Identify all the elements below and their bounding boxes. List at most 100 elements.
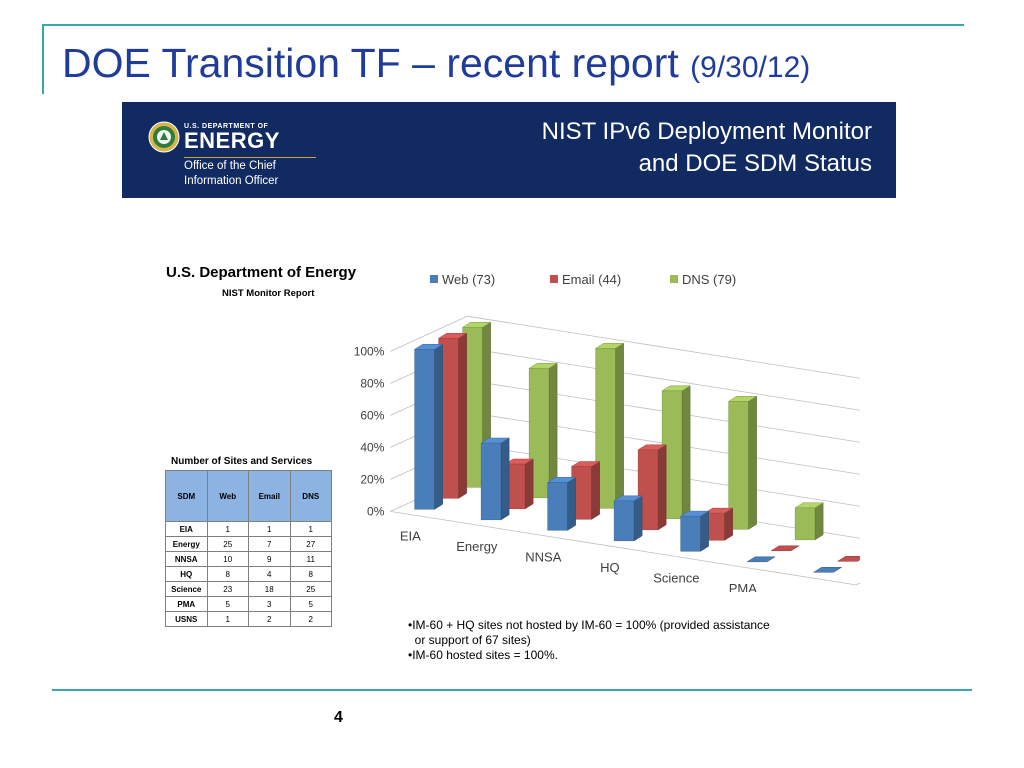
bar-side — [591, 461, 600, 520]
bar-side — [524, 458, 534, 510]
sites-table-header: Email — [248, 470, 291, 522]
doe-seal-icon — [148, 121, 180, 153]
bar-side — [434, 343, 443, 510]
x-category-label: NNSA — [525, 550, 561, 565]
bar-top — [637, 444, 668, 451]
office-line-2: Information Officer — [184, 175, 279, 187]
sites-table-header: Web — [206, 470, 249, 522]
bar-side — [814, 502, 824, 541]
left-rule — [42, 24, 44, 94]
x-category-label: EIA — [400, 529, 421, 544]
report-subtitle: NIST Monitor Report — [222, 288, 315, 299]
bar-side — [615, 342, 624, 509]
table-cell: 5 — [206, 596, 249, 612]
bar — [794, 507, 816, 541]
table-cell: 1 — [206, 611, 249, 627]
table-row: Science 23 18 25 — [165, 581, 332, 597]
bar-side — [500, 437, 510, 521]
gridline — [467, 315, 860, 379]
sites-table: SDM Web Email DNS EIA 1 1 1 Energy 25 7 … — [165, 470, 332, 627]
table-row: PMA 5 3 5 — [165, 596, 332, 612]
legend-label: Email (44) — [562, 272, 621, 287]
floor-edge — [855, 582, 860, 586]
table-cell: 8 — [206, 566, 249, 582]
bar-side — [748, 395, 757, 530]
y-tick-label: 20% — [360, 472, 384, 486]
x-category-label: Science — [653, 571, 699, 586]
report-title: U.S. Department of Energy — [166, 264, 357, 281]
bar-flat — [836, 556, 860, 562]
gridline — [467, 347, 860, 411]
slide-title-date: (9/30/12) — [690, 51, 811, 84]
bar-top — [546, 477, 577, 483]
sites-chart: 0% 20% 40% 60% 80% 100% EIA Energy NNSA HQ Science… — [354, 272, 860, 592]
banner-title: NIST IPv6 Deployment Monitor and DOE SDM… — [542, 116, 872, 180]
table-cell: HQ — [165, 566, 208, 582]
x-category-label: Energy — [456, 539, 498, 554]
bar-flat — [746, 556, 777, 563]
bottom-rule — [52, 689, 972, 691]
bar-top — [437, 333, 468, 339]
table-cell: 18 — [248, 581, 291, 597]
legend-label: DNS (79) — [682, 272, 736, 287]
slide-title: DOE Transition TF – recent report (9/30/… — [62, 40, 810, 87]
note-line-2: or support of 67 sites) — [408, 633, 531, 647]
note-line-1: •IM-60 + HQ sites not hosted by IM-60 = … — [408, 618, 770, 632]
table-cell: PMA — [165, 596, 208, 612]
table-cell: 3 — [248, 596, 291, 612]
gridline — [390, 315, 468, 352]
table-cell: 2 — [248, 611, 291, 627]
bar-top — [703, 507, 734, 514]
bar-top — [413, 344, 444, 350]
bar-top — [661, 385, 692, 392]
x-category-label: PMA — [729, 581, 758, 592]
banner-title-line-1: NIST IPv6 Deployment Monitor — [541, 118, 872, 145]
bar-flat — [770, 545, 801, 552]
x-category-label: HQ — [600, 560, 620, 575]
table-cell: NNSA — [165, 551, 208, 567]
legend-label: Web (73) — [442, 272, 495, 287]
bar-top — [727, 396, 758, 402]
table-row: EIA 1 1 1 — [165, 521, 332, 537]
table-cell: 2 — [289, 611, 332, 627]
bar-top — [570, 461, 601, 467]
bar-top — [613, 495, 644, 502]
top-rule — [42, 24, 964, 26]
bar-side — [567, 476, 576, 531]
table-cell: USNS — [165, 611, 208, 627]
bar-side — [458, 332, 467, 499]
table-row: NNSA 10 9 11 — [165, 551, 332, 567]
bar — [613, 500, 635, 542]
sites-table-header: SDM — [165, 470, 208, 522]
floor-edge — [390, 511, 856, 586]
y-tick-label: 80% — [360, 376, 384, 390]
table-cell: 5 — [289, 596, 332, 612]
slide-title-text: DOE Transition TF – recent report — [62, 40, 679, 86]
bar — [680, 515, 701, 552]
bar-side — [700, 510, 709, 552]
table-cell: EIA — [165, 521, 208, 537]
bar-side — [681, 385, 691, 520]
sites-table-header: DNS — [289, 470, 332, 522]
y-tick-label: 100% — [354, 344, 385, 358]
bar-top — [528, 362, 559, 369]
y-tick-label: 60% — [360, 408, 384, 422]
table-row: USNS 1 2 2 — [165, 611, 332, 627]
note-line-3: •IM-60 hosted sites = 100%. — [408, 648, 558, 662]
bar-top — [794, 502, 825, 509]
table-cell: 1 — [248, 521, 291, 537]
table-cell: 1 — [206, 521, 249, 537]
bar-top — [679, 510, 710, 517]
office-line-1: Office of the Chief — [184, 160, 276, 172]
bar-side — [724, 507, 733, 541]
table-row: Energy 25 7 27 — [165, 536, 332, 552]
office-name: Office of the Chief Information Officer — [184, 159, 324, 189]
bar-top — [461, 322, 492, 328]
table-cell: Energy — [165, 536, 208, 552]
legend-swatch — [430, 275, 438, 283]
y-tick-label: 40% — [360, 440, 384, 454]
sites-table-title: Number of Sites and Services — [171, 456, 313, 467]
doe-banner: U.S. DEPARTMENT OF ENERGY Office of the … — [122, 102, 896, 198]
table-cell: 10 — [206, 551, 249, 567]
page-number: 4 — [334, 709, 343, 726]
